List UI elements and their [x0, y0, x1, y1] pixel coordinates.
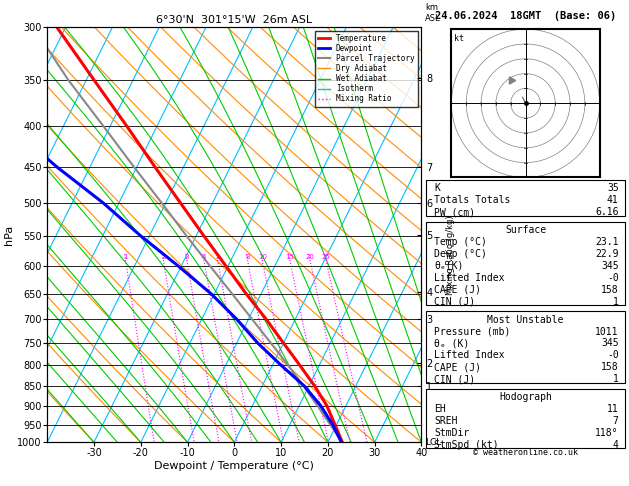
Text: 158: 158 — [601, 285, 619, 295]
Text: CIN (J): CIN (J) — [435, 297, 476, 307]
Text: EH: EH — [435, 404, 446, 414]
Text: StmSpd (kt): StmSpd (kt) — [435, 440, 499, 450]
Text: θₑ(K): θₑ(K) — [435, 261, 464, 271]
Text: Mixing Ratio (g/kg): Mixing Ratio (g/kg) — [446, 215, 455, 295]
Text: 6.16: 6.16 — [595, 207, 619, 217]
Text: Lifted Index: Lifted Index — [435, 350, 505, 361]
Text: 4: 4 — [613, 440, 619, 450]
Text: 8: 8 — [245, 254, 250, 260]
Text: 345: 345 — [601, 261, 619, 271]
Y-axis label: hPa: hPa — [4, 225, 14, 244]
Text: CAPE (J): CAPE (J) — [435, 285, 481, 295]
Text: SREH: SREH — [435, 416, 458, 426]
Text: 1: 1 — [613, 297, 619, 307]
Legend: Temperature, Dewpoint, Parcel Trajectory, Dry Adiabat, Wet Adiabat, Isotherm, Mi: Temperature, Dewpoint, Parcel Trajectory… — [315, 31, 418, 106]
Bar — [426, 180, 625, 216]
Text: 22.9: 22.9 — [595, 249, 619, 259]
Text: Temp (°C): Temp (°C) — [435, 237, 487, 247]
Text: -0: -0 — [607, 273, 619, 283]
Text: Totals Totals: Totals Totals — [435, 195, 511, 205]
Text: 158: 158 — [601, 363, 619, 372]
Text: 7: 7 — [613, 416, 619, 426]
Bar — [426, 311, 625, 382]
Bar — [426, 222, 625, 305]
Text: km
ASL: km ASL — [425, 3, 441, 22]
Text: CAPE (J): CAPE (J) — [435, 363, 481, 372]
Text: 1: 1 — [123, 254, 128, 260]
Text: Surface: Surface — [505, 225, 546, 235]
Text: Lifted Index: Lifted Index — [435, 273, 505, 283]
Text: 11: 11 — [607, 404, 619, 414]
Text: 15: 15 — [286, 254, 294, 260]
Text: 24.06.2024  18GMT  (Base: 06): 24.06.2024 18GMT (Base: 06) — [435, 11, 616, 21]
Text: 5: 5 — [216, 254, 220, 260]
Text: 3: 3 — [184, 254, 189, 260]
Text: Pressure (mb): Pressure (mb) — [435, 327, 511, 336]
Text: 41: 41 — [607, 195, 619, 205]
Text: LCL: LCL — [425, 438, 442, 447]
Text: K: K — [435, 183, 440, 193]
Text: 23.1: 23.1 — [595, 237, 619, 247]
Text: Dewp (°C): Dewp (°C) — [435, 249, 487, 259]
Text: 1011: 1011 — [595, 327, 619, 336]
Text: 4: 4 — [202, 254, 206, 260]
Text: 1: 1 — [613, 374, 619, 384]
Text: -0: -0 — [607, 350, 619, 361]
Text: 20: 20 — [306, 254, 314, 260]
Text: Most Unstable: Most Unstable — [487, 314, 564, 325]
Text: StmDir: StmDir — [435, 428, 470, 438]
Text: 345: 345 — [601, 338, 619, 348]
Text: © weatheronline.co.uk: © weatheronline.co.uk — [473, 448, 578, 457]
Text: 35: 35 — [607, 183, 619, 193]
Text: 10: 10 — [258, 254, 267, 260]
Text: CIN (J): CIN (J) — [435, 374, 476, 384]
Bar — [426, 389, 625, 448]
Title: 6°30'N  301°15'W  26m ASL: 6°30'N 301°15'W 26m ASL — [156, 15, 313, 25]
Text: 118°: 118° — [595, 428, 619, 438]
Text: PW (cm): PW (cm) — [435, 207, 476, 217]
Text: θₑ (K): θₑ (K) — [435, 338, 470, 348]
Text: kt: kt — [454, 34, 464, 43]
X-axis label: Dewpoint / Temperature (°C): Dewpoint / Temperature (°C) — [154, 461, 314, 470]
Text: Hodograph: Hodograph — [499, 392, 552, 402]
Text: 25: 25 — [321, 254, 330, 260]
Text: 2: 2 — [161, 254, 165, 260]
